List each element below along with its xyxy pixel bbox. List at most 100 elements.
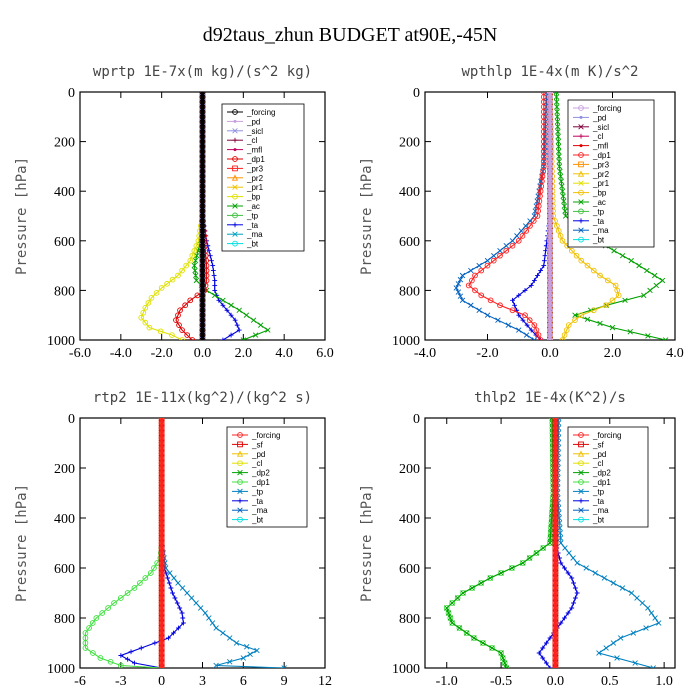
data-point [559,337,566,340]
legend-marker [237,469,243,476]
data-point [468,267,474,274]
data-point [643,625,649,631]
data-point [650,665,656,668]
data-point [476,307,482,313]
data-point [538,337,544,340]
data-point [570,555,576,561]
legend-label: _ta [246,221,259,230]
data-point [140,309,147,316]
legend-item: _sf [232,440,263,449]
data-point [509,565,515,571]
data-point [146,324,153,331]
data-point [535,273,540,278]
data-point [523,228,530,234]
plot-area [443,418,662,668]
legend-label: _dp2 [592,469,611,478]
data-point [158,665,165,668]
x-tick-label: -6.0 [69,346,91,361]
data-point [571,600,576,606]
x-tick-label: 1.0 [655,674,673,689]
data-point [444,605,450,611]
legend: _forcing_sf_pd_cl_dp2_dp1_tp_ta_ma_bt [567,426,649,528]
series_dp2 [444,418,556,668]
legend-item: _forcing [573,104,621,113]
x-tick-label: 0 [158,674,165,689]
legend-label: _ac [246,202,260,211]
data-point [619,252,626,259]
data-point [610,580,617,586]
data-point [561,332,568,338]
data-point [169,332,175,338]
legend-item: _bp [227,193,261,202]
data-point [459,272,466,279]
data-point [561,203,568,209]
legend-item: _ta [227,221,259,230]
legend: _forcing_pd_sicl_cl_mfl_dp1_pr3_pr2_pr1_… [567,99,655,248]
data-point [501,660,508,666]
legend-marker [578,479,584,485]
data-point [609,324,616,331]
data-point [519,232,526,239]
data-point [131,585,138,591]
series_forcing-top [547,92,553,340]
legend-item: _bt [232,516,264,525]
series-line [119,418,184,668]
legend-marker [236,450,244,457]
x-tick-label: -0.5 [490,674,512,689]
data-point [498,570,504,576]
panel-title: rtp2 1E-11x(kg^2)/(kg^2 s) [93,390,312,406]
data-point [569,247,575,254]
data-point [170,590,175,596]
legend-marker [237,460,243,467]
data-point [562,615,567,621]
data-point [107,658,114,665]
data-point [454,595,461,601]
legend-label: _ma [592,506,609,515]
data-point [533,550,540,556]
legend-item: _dp1 [573,478,611,487]
data-point [254,647,260,654]
y-axis-label: Pressure [hPa] [359,157,375,275]
data-point [509,238,516,244]
legend-item: _tp [227,211,259,220]
legend-item: _bt [573,516,605,525]
x-tick-label: 0.5 [601,674,619,689]
data-point [469,585,475,591]
data-point [188,595,195,601]
panel-title: wpthlp 1E-4x(m K)/s^2 [461,64,638,80]
data-point [445,610,452,616]
data-point [555,128,561,135]
data-point [552,665,559,668]
legend-label: _tp [592,207,605,216]
data-point [538,268,544,273]
series-line [84,418,163,668]
data-point [167,570,173,576]
y-tick-label: 400 [54,512,75,527]
data-point [547,535,554,541]
x-tick-label: -2.0 [151,346,173,361]
data-point [528,327,534,333]
data-point [562,545,568,551]
legend-marker [232,240,238,247]
data-point [557,173,564,180]
data-point [490,257,497,264]
data-point [614,655,620,661]
data-point [541,143,548,150]
data-point [138,645,144,651]
data-point [562,565,567,571]
legend-marker [578,460,584,467]
data-point [648,610,655,616]
data-point [164,280,170,287]
data-point [456,625,463,631]
data-point [518,228,524,234]
legend-label: _tp [251,487,264,496]
data-point [463,630,470,636]
series_forcing-top [199,92,206,340]
data-point [596,650,602,656]
data-point [177,307,183,314]
data-point [171,575,177,581]
data-point [252,332,259,338]
data-point [236,307,242,313]
data-point [171,630,176,636]
data-point [228,332,234,338]
